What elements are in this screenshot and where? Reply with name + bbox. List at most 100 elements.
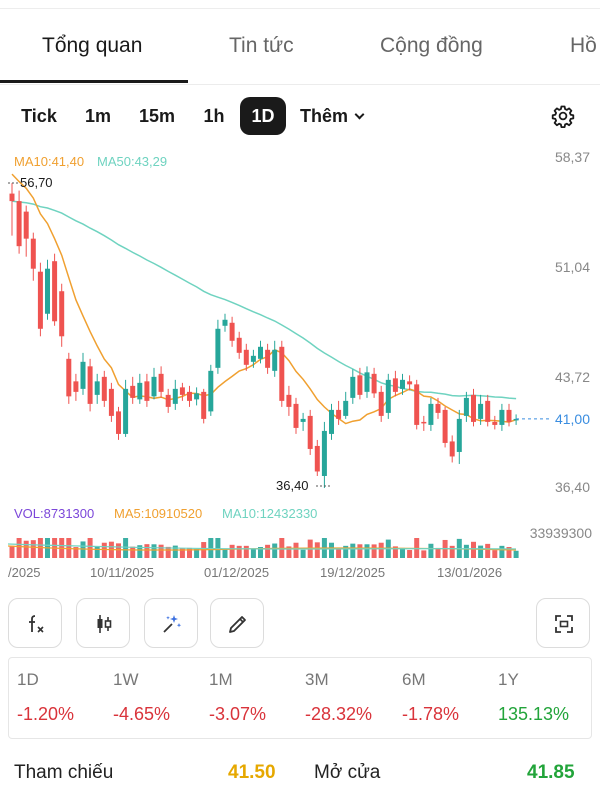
volume-bar: [165, 546, 171, 558]
candle[interactable]: [421, 415, 427, 431]
candle[interactable]: [435, 397, 441, 419]
timeframe-1d[interactable]: 1D: [240, 97, 286, 135]
candle[interactable]: [293, 397, 299, 434]
candle[interactable]: [94, 373, 100, 404]
indicator-function-button[interactable]: [8, 598, 62, 648]
candle[interactable]: [314, 439, 320, 476]
timeframe-1h[interactable]: 1h: [203, 106, 225, 126]
candle[interactable]: [208, 364, 214, 416]
candle[interactable]: [442, 406, 448, 448]
volume-bar: [329, 542, 334, 558]
tab-community[interactable]: Cộng đồng: [380, 34, 483, 57]
candle[interactable]: [371, 367, 377, 398]
candle[interactable]: [265, 343, 271, 374]
candle[interactable]: [108, 382, 114, 422]
candle[interactable]: [137, 373, 143, 404]
candle[interactable]: [179, 382, 185, 401]
candle[interactable]: [187, 385, 192, 407]
candle[interactable]: [30, 232, 36, 281]
tab-news[interactable]: Tin tức: [229, 34, 294, 57]
candle[interactable]: [336, 400, 342, 425]
candle[interactable]: [357, 367, 363, 400]
candle[interactable]: [400, 373, 405, 395]
timeframe-15m[interactable]: 15m: [138, 106, 176, 126]
candle[interactable]: [45, 259, 50, 320]
candle[interactable]: [279, 340, 285, 407]
more-timeframes-dropdown[interactable]: Thêm: [300, 97, 380, 135]
candle[interactable]: [16, 190, 22, 254]
volume-bar: [87, 538, 93, 558]
candle[interactable]: [172, 379, 178, 410]
candle[interactable]: [329, 403, 334, 440]
candle[interactable]: [428, 397, 434, 431]
chart-type-button[interactable]: [76, 598, 130, 648]
candle[interactable]: [250, 349, 256, 368]
candle[interactable]: [471, 388, 476, 427]
candle[interactable]: [151, 367, 157, 400]
candle[interactable]: [52, 253, 58, 326]
candle[interactable]: [158, 366, 164, 398]
candle[interactable]: [513, 414, 519, 425]
candle[interactable]: [258, 340, 263, 364]
candle[interactable]: [222, 313, 228, 332]
gear-icon[interactable]: [551, 104, 575, 128]
period-label: 6M: [402, 670, 426, 689]
x-axis-label: 10/11/2025: [90, 565, 154, 580]
candle[interactable]: [286, 385, 292, 416]
candle[interactable]: [101, 370, 107, 407]
candle[interactable]: [66, 352, 72, 404]
candle[interactable]: [300, 412, 306, 431]
candle[interactable]: [478, 394, 484, 425]
candle[interactable]: [506, 403, 512, 427]
performance-1m: 1M -3.07%: [209, 670, 304, 725]
candle[interactable]: [87, 358, 93, 412]
tab-overview[interactable]: Tổng quan: [42, 34, 143, 57]
candle[interactable]: [392, 370, 398, 397]
candle[interactable]: [307, 409, 313, 455]
candle[interactable]: [59, 283, 65, 347]
candle[interactable]: [378, 385, 384, 422]
candle[interactable]: [236, 331, 242, 359]
candle[interactable]: [350, 369, 356, 404]
candle[interactable]: [272, 340, 278, 377]
candle[interactable]: [243, 343, 249, 371]
candle[interactable]: [385, 373, 391, 419]
candle[interactable]: [343, 391, 349, 419]
candle[interactable]: [37, 262, 43, 337]
candle[interactable]: [456, 409, 462, 464]
tab-profile[interactable]: Hồ: [570, 34, 597, 57]
candle[interactable]: [407, 375, 413, 391]
volume-bar: [293, 542, 299, 558]
volume-bar: [222, 548, 228, 558]
candle[interactable]: [116, 406, 121, 440]
candle[interactable]: [144, 373, 150, 407]
price-chart[interactable]: MA10:41,40 MA50:43,29 58,37 51,04 43,72 …: [0, 140, 600, 580]
candle[interactable]: [23, 205, 29, 257]
candle[interactable]: [485, 394, 491, 427]
draw-tool-button[interactable]: [210, 598, 264, 648]
candle[interactable]: [73, 373, 79, 401]
candle[interactable]: [9, 183, 15, 236]
candle[interactable]: [492, 415, 498, 430]
candle[interactable]: [130, 376, 136, 404]
candle[interactable]: [80, 352, 86, 395]
candle[interactable]: [229, 316, 235, 347]
candle[interactable]: [321, 421, 327, 488]
candle[interactable]: [364, 366, 370, 398]
candle[interactable]: [123, 379, 129, 437]
candle[interactable]: [414, 379, 420, 430]
volume-bar: [314, 542, 320, 558]
candle[interactable]: [463, 391, 469, 422]
timeframe-tick[interactable]: Tick: [21, 106, 57, 126]
fullscreen-button[interactable]: [536, 598, 590, 648]
candle[interactable]: [201, 388, 207, 424]
candle[interactable]: [215, 319, 221, 374]
candle[interactable]: [499, 403, 505, 431]
candle[interactable]: [449, 435, 455, 463]
ai-analysis-button[interactable]: [144, 598, 198, 648]
volume-bar: [392, 546, 398, 558]
candle[interactable]: [194, 387, 200, 406]
timeframe-1m[interactable]: 1m: [84, 106, 111, 126]
candle[interactable]: [165, 388, 171, 413]
volume-bar: [229, 544, 235, 558]
